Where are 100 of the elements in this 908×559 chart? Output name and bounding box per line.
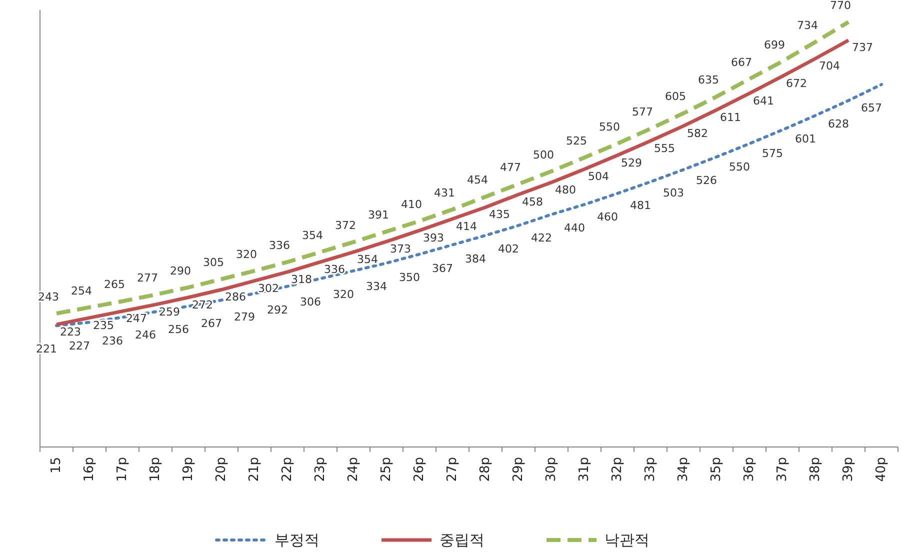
data-label: 503 — [663, 186, 684, 200]
data-label: 318 — [291, 272, 312, 286]
data-label: 431 — [434, 186, 455, 200]
data-label: 290 — [170, 264, 191, 278]
x-tick-label: 28p — [478, 457, 493, 482]
data-label: 223 — [60, 325, 81, 338]
data-label: 246 — [135, 328, 156, 342]
x-tick-label: 24p — [346, 457, 361, 482]
x-tick-label: 32p — [610, 457, 625, 482]
x-tick-label: 25p — [379, 457, 394, 482]
x-tick-label: 17p — [115, 457, 130, 482]
data-label: 367 — [432, 262, 453, 275]
x-tick-label: 34p — [676, 457, 691, 482]
data-label: 320 — [333, 288, 354, 301]
data-label: 770 — [830, 0, 851, 12]
data-label: 354 — [357, 253, 378, 266]
data-label: 277 — [137, 272, 158, 285]
legend-label: 부정적 — [274, 531, 320, 549]
x-tick-label: 40p — [874, 457, 889, 482]
data-label: 393 — [423, 231, 444, 244]
data-label: 672 — [786, 77, 807, 90]
data-label: 550 — [599, 120, 620, 134]
data-label: 236 — [102, 334, 123, 348]
data-label: 699 — [764, 38, 785, 52]
data-label: 422 — [531, 231, 552, 244]
data-label: 373 — [390, 242, 411, 256]
data-label: 334 — [366, 280, 387, 294]
data-label: 354 — [302, 229, 323, 242]
x-tick-label: 30p — [544, 457, 559, 482]
x-tick-label: 20p — [214, 457, 229, 482]
data-label: 336 — [324, 262, 345, 276]
data-label: 320 — [236, 248, 257, 261]
data-label: 667 — [731, 56, 752, 69]
data-label: 550 — [729, 160, 750, 174]
x-tick-label: 26p — [412, 457, 427, 482]
legend-label: 중립적 — [440, 531, 484, 549]
data-label: 734 — [797, 18, 818, 32]
data-label: 454 — [467, 174, 488, 187]
data-label: 256 — [168, 323, 189, 336]
data-label: 480 — [555, 183, 576, 196]
data-label: 254 — [71, 284, 92, 298]
data-label: 265 — [104, 278, 125, 292]
data-label: 306 — [300, 296, 321, 309]
data-label: 267 — [201, 317, 222, 330]
data-label: 601 — [795, 132, 816, 146]
data-label: 279 — [234, 310, 255, 324]
x-tick-label: 33p — [643, 457, 658, 482]
data-label: 657 — [861, 101, 882, 114]
data-label: 737 — [852, 41, 873, 54]
data-label: 460 — [597, 210, 618, 224]
x-tick-label: 16p — [82, 457, 97, 482]
data-label: 504 — [588, 170, 609, 184]
data-label: 440 — [564, 221, 585, 234]
x-tick-label: 23p — [313, 457, 328, 482]
data-label: 292 — [267, 303, 288, 316]
data-label: 605 — [665, 90, 686, 104]
data-label: 628 — [828, 118, 849, 131]
data-label: 575 — [762, 146, 783, 160]
data-label: 577 — [632, 106, 653, 119]
x-tick-label: 39p — [841, 457, 856, 482]
x-tick-label: 36p — [742, 457, 757, 482]
data-label: 500 — [533, 148, 554, 162]
x-tick-label: 37p — [775, 457, 790, 482]
x-tick-label: 21p — [247, 457, 262, 482]
x-tick-label: 15 — [49, 457, 64, 474]
x-tick-label: 31p — [577, 457, 592, 482]
data-label: 410 — [401, 198, 422, 212]
data-label: 435 — [489, 208, 510, 222]
x-tick-label: 18p — [148, 457, 163, 482]
data-label: 414 — [456, 220, 477, 233]
x-tick-label: 38p — [808, 457, 823, 482]
data-label: 529 — [621, 156, 642, 170]
x-tick-label: 35p — [709, 457, 724, 482]
data-label: 555 — [654, 142, 675, 155]
data-label: 641 — [753, 94, 774, 108]
x-tick-label: 29p — [511, 457, 526, 482]
data-label: 384 — [465, 252, 486, 266]
x-tick-label: 19p — [181, 457, 196, 482]
x-tick-label: 22p — [280, 457, 295, 482]
data-label: 526 — [696, 174, 717, 187]
x-tick-label: 27p — [445, 457, 460, 482]
data-label: 391 — [368, 208, 389, 222]
data-label: 350 — [399, 271, 420, 284]
legend-label: 낙관적 — [604, 531, 650, 549]
data-label: 477 — [500, 161, 521, 174]
data-label: 635 — [698, 74, 719, 87]
data-label: 481 — [630, 198, 651, 212]
data-label: 305 — [203, 256, 224, 270]
data-label: 247 — [126, 312, 147, 326]
data-label: 227 — [69, 339, 90, 352]
data-label: 582 — [687, 126, 708, 140]
data-label: 336 — [269, 238, 290, 252]
data-label: 525 — [566, 134, 587, 148]
data-label: 372 — [335, 219, 356, 232]
data-label: 402 — [498, 242, 519, 256]
data-label: 704 — [819, 59, 840, 72]
data-label: 235 — [93, 318, 114, 332]
data-label: 259 — [159, 306, 180, 319]
data-label: 611 — [720, 110, 741, 124]
data-label: 458 — [522, 196, 543, 209]
